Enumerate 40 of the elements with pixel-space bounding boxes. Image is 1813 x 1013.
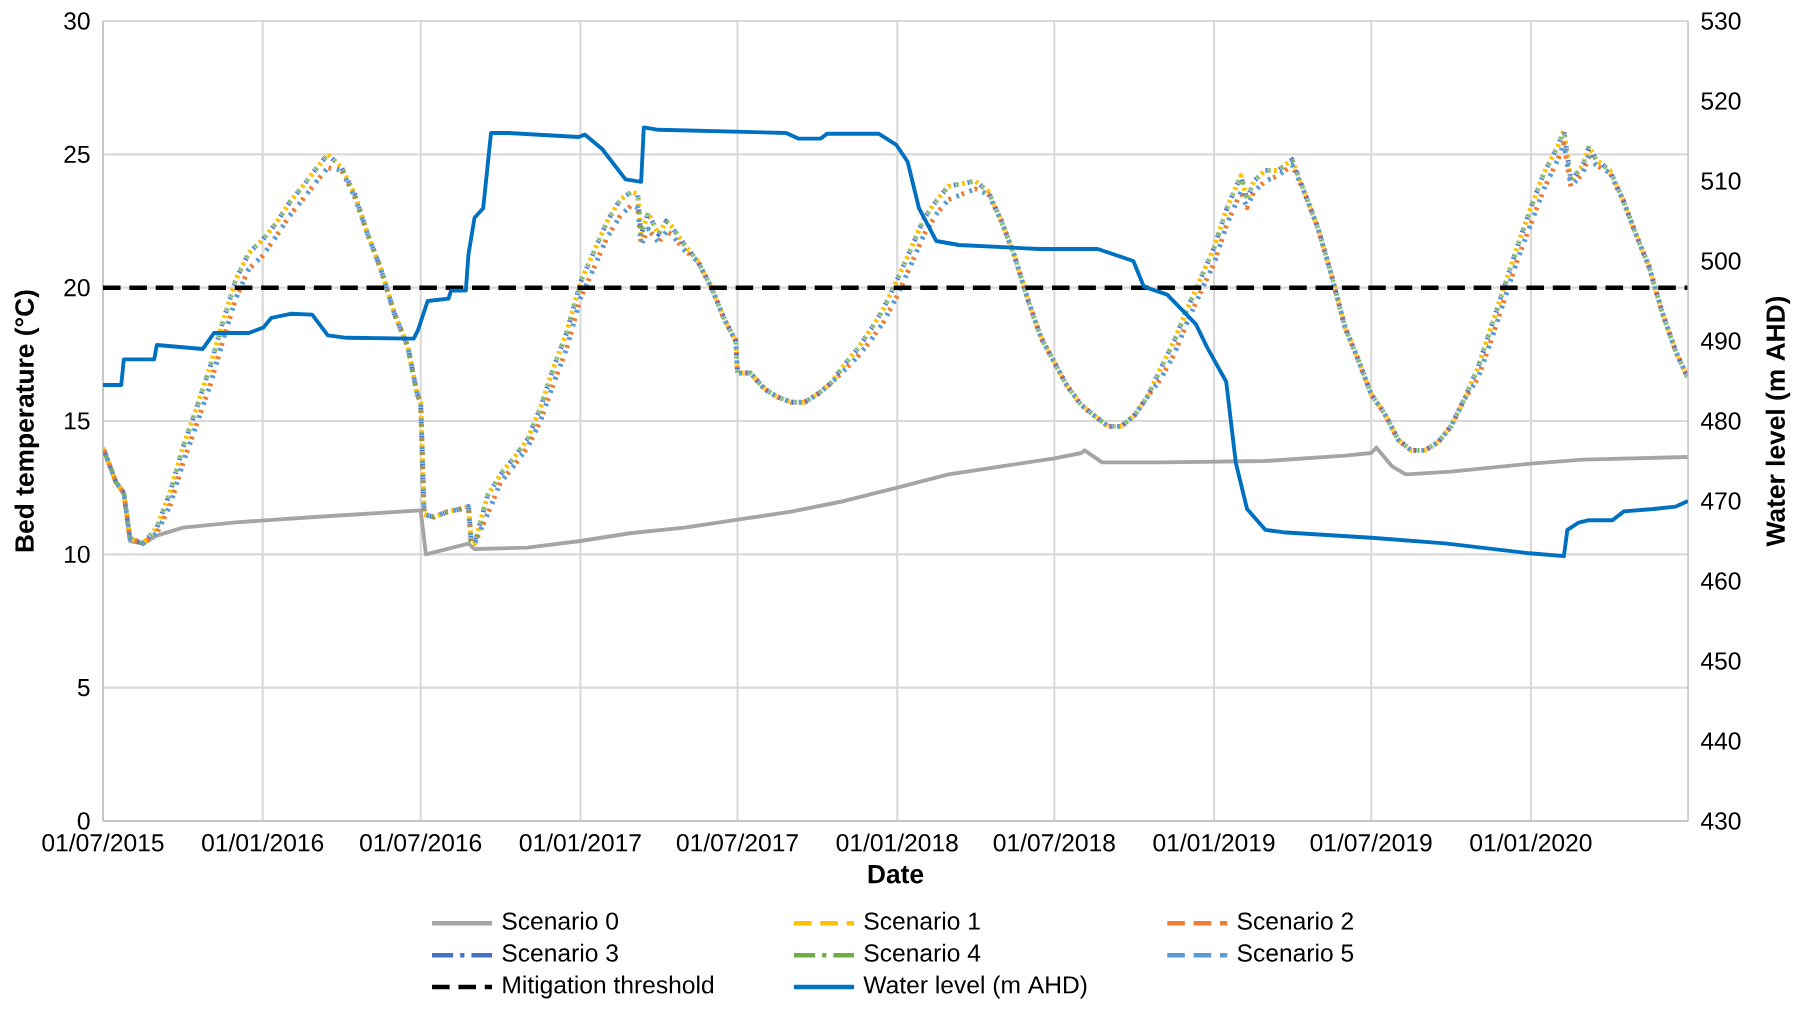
- x-tick-label: 01/07/2016: [360, 833, 482, 852]
- x-tick-label: 01/01/2019: [1153, 833, 1275, 852]
- x-tick-label: 01/07/2017: [676, 833, 798, 852]
- y2-tick-label: 460: [1700, 572, 1741, 590]
- legend-label: Water level (m AHD): [863, 975, 1087, 999]
- y2-tick-label: 430: [1700, 812, 1741, 830]
- y2-tick-label: 510: [1701, 172, 1741, 190]
- y-tick-label: 25: [64, 145, 90, 164]
- y-tick-label: 20: [64, 279, 90, 297]
- y-tick-label: 10: [65, 545, 90, 564]
- x-tick-label: 01/07/2015: [42, 833, 164, 852]
- y-axis-title: Bed temperature (°C): [14, 290, 40, 552]
- x-tick-label: 01/01/2020: [1470, 833, 1592, 852]
- legend-label: Scenario 1: [864, 911, 980, 930]
- legend-label: Scenario 0: [502, 911, 618, 930]
- y2-tick-label: 520: [1701, 92, 1741, 110]
- legend-label: Scenario 2: [1237, 911, 1353, 930]
- x-tick-label: 01/01/2018: [836, 833, 958, 852]
- y-tick-label: 5: [77, 679, 90, 697]
- legend-label: Scenario 5: [1237, 943, 1354, 962]
- y2-tick-label: 450: [1700, 652, 1741, 670]
- y2-tick-label: 470: [1700, 492, 1741, 510]
- y-tick-label: 30: [64, 12, 90, 30]
- y2-axis-title: Water level (m AHD): [1765, 296, 1791, 547]
- y-tick-label: 0: [77, 812, 90, 830]
- x-axis-title: Date: [868, 865, 924, 884]
- x-tick-label: 01/01/2016: [202, 833, 324, 852]
- legend-label: Scenario 3: [502, 943, 618, 962]
- x-tick-label: 01/07/2018: [993, 833, 1115, 852]
- x-tick-label: 01/07/2019: [1310, 833, 1432, 852]
- x-tick-label: 01/01/2017: [519, 833, 641, 852]
- legend-label: Mitigation threshold: [503, 975, 714, 999]
- legend-label: Scenario 4: [864, 943, 981, 962]
- y2-tick-label: 490: [1700, 332, 1741, 350]
- y2-tick-label: 480: [1700, 412, 1741, 430]
- line-series: [103, 445, 1689, 557]
- y2-tick-label: 440: [1700, 732, 1741, 750]
- y2-tick-label: 500: [1701, 252, 1741, 270]
- y2-tick-label: 530: [1701, 12, 1741, 30]
- y-tick-label: 15: [65, 412, 90, 430]
